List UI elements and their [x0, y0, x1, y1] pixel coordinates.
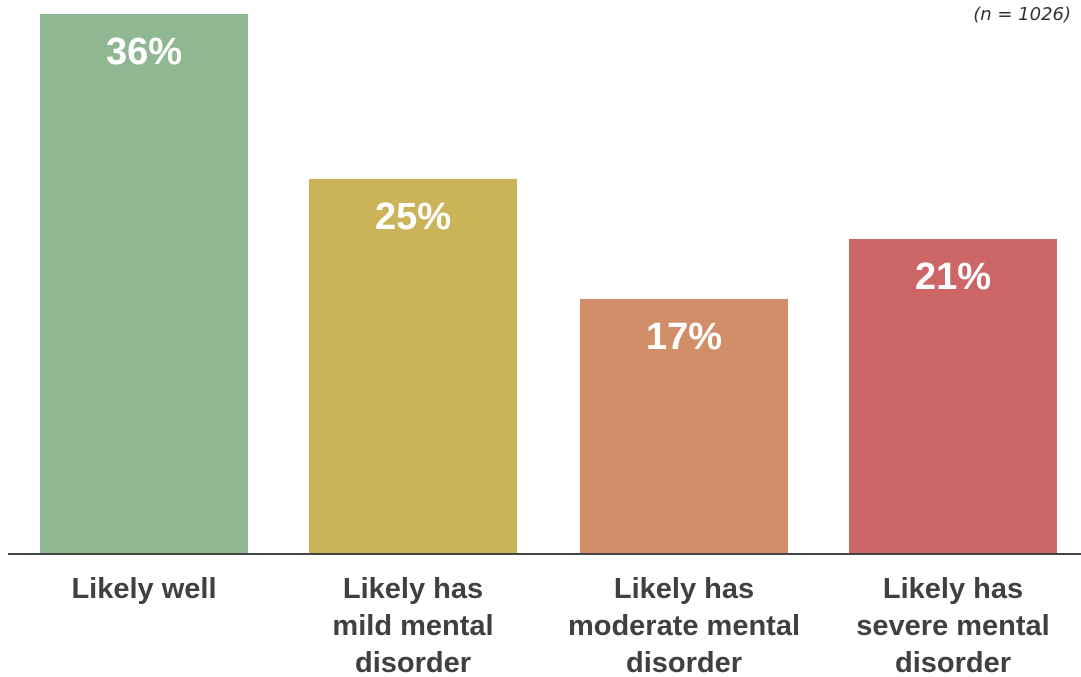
bars-group: 36% 25% 17% 21% — [40, 14, 1057, 554]
category-label-line: disorder — [895, 647, 1011, 677]
category-label-line: disorder — [355, 647, 471, 677]
category-label-line: Likely has — [614, 573, 754, 605]
bar-2 — [580, 299, 788, 554]
category-label-1: Likely has mild mental disorder — [332, 573, 493, 677]
bar-0 — [40, 14, 248, 554]
sample-size-note: (n = 1026) — [973, 4, 1071, 25]
category-label-2: Likely has moderate mental disorder — [568, 573, 800, 677]
category-label-0: Likely well — [71, 573, 216, 605]
bar-value-label-0: 36% — [106, 31, 182, 73]
bar-value-label-3: 21% — [915, 256, 991, 298]
bar-1 — [309, 179, 517, 554]
category-label-line: Likely has — [343, 573, 483, 605]
bar-value-label-2: 17% — [646, 316, 722, 358]
category-label-line: Likely well — [71, 573, 216, 605]
bar-value-label-1: 25% — [375, 196, 451, 238]
bar-3 — [849, 239, 1057, 554]
category-label-line: disorder — [626, 647, 742, 677]
category-label-line: moderate mental — [568, 610, 800, 642]
category-label-line: mild mental — [332, 610, 493, 642]
category-label-line: Likely has — [883, 573, 1023, 605]
category-label-3: Likely has severe mental disorder — [856, 573, 1049, 677]
category-label-line: severe mental — [856, 610, 1049, 642]
category-labels-group: Likely well Likely has mild mental disorder… — [71, 573, 1049, 677]
